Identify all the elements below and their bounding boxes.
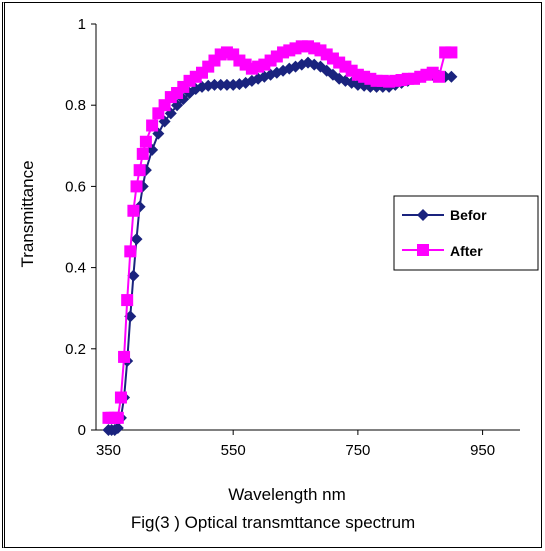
y-tick-label: 0.6: [65, 178, 86, 195]
legend-marker-after: [417, 244, 429, 256]
legend-box: [393, 195, 539, 271]
series-layer: [102, 40, 458, 436]
y-tick-label: 0: [78, 422, 86, 439]
data-point-befor: [130, 233, 143, 246]
x-tick-label: 750: [345, 442, 370, 459]
legend-label-after: After: [450, 243, 483, 259]
data-point-befor: [214, 78, 227, 91]
data-point-after: [146, 119, 159, 132]
y-tick-label: 0.4: [65, 260, 86, 277]
legend: Befor After: [393, 195, 539, 271]
data-point-after: [136, 147, 149, 160]
data-point-after: [127, 204, 140, 217]
data-point-after: [326, 52, 339, 65]
data-point-after: [432, 70, 445, 83]
data-point-after: [124, 245, 137, 258]
data-point-befor: [220, 78, 233, 91]
y-axis-label: Transmittance: [18, 160, 37, 267]
data-point-after: [121, 294, 134, 307]
legend-label-befor: Befor: [450, 207, 487, 223]
data-point-befor: [127, 269, 140, 282]
x-tick-label: 950: [470, 442, 495, 459]
data-point-befor: [111, 421, 124, 434]
data-point-befor: [152, 127, 165, 140]
plot-area: 0 0.2 0.4 0.6 0.8 1 350 550 750 950: [65, 16, 520, 459]
data-point-after: [445, 46, 458, 59]
data-point-after: [114, 391, 127, 404]
data-point-befor: [208, 78, 221, 91]
legend-marker-befor: [417, 209, 429, 221]
x-tick-label: 550: [221, 442, 246, 459]
x-axis-label: Wavelength nm: [228, 485, 345, 504]
data-point-after: [133, 164, 146, 177]
chart-title: Fig(3 ) Optical transmttance spectrum: [131, 513, 415, 532]
axis-ticks: 0 0.2 0.4 0.6 0.8 1 350 550 750 950: [65, 16, 495, 459]
y-tick-label: 0.2: [65, 341, 86, 358]
data-point-after: [139, 135, 152, 148]
y-tick-label: 1: [78, 16, 86, 33]
data-point-befor: [445, 70, 458, 83]
x-tick-label: 350: [96, 442, 121, 459]
data-point-after: [111, 411, 124, 424]
data-point-after: [118, 350, 131, 363]
data-point-after: [130, 180, 143, 193]
y-tick-label: 0.8: [65, 97, 86, 114]
